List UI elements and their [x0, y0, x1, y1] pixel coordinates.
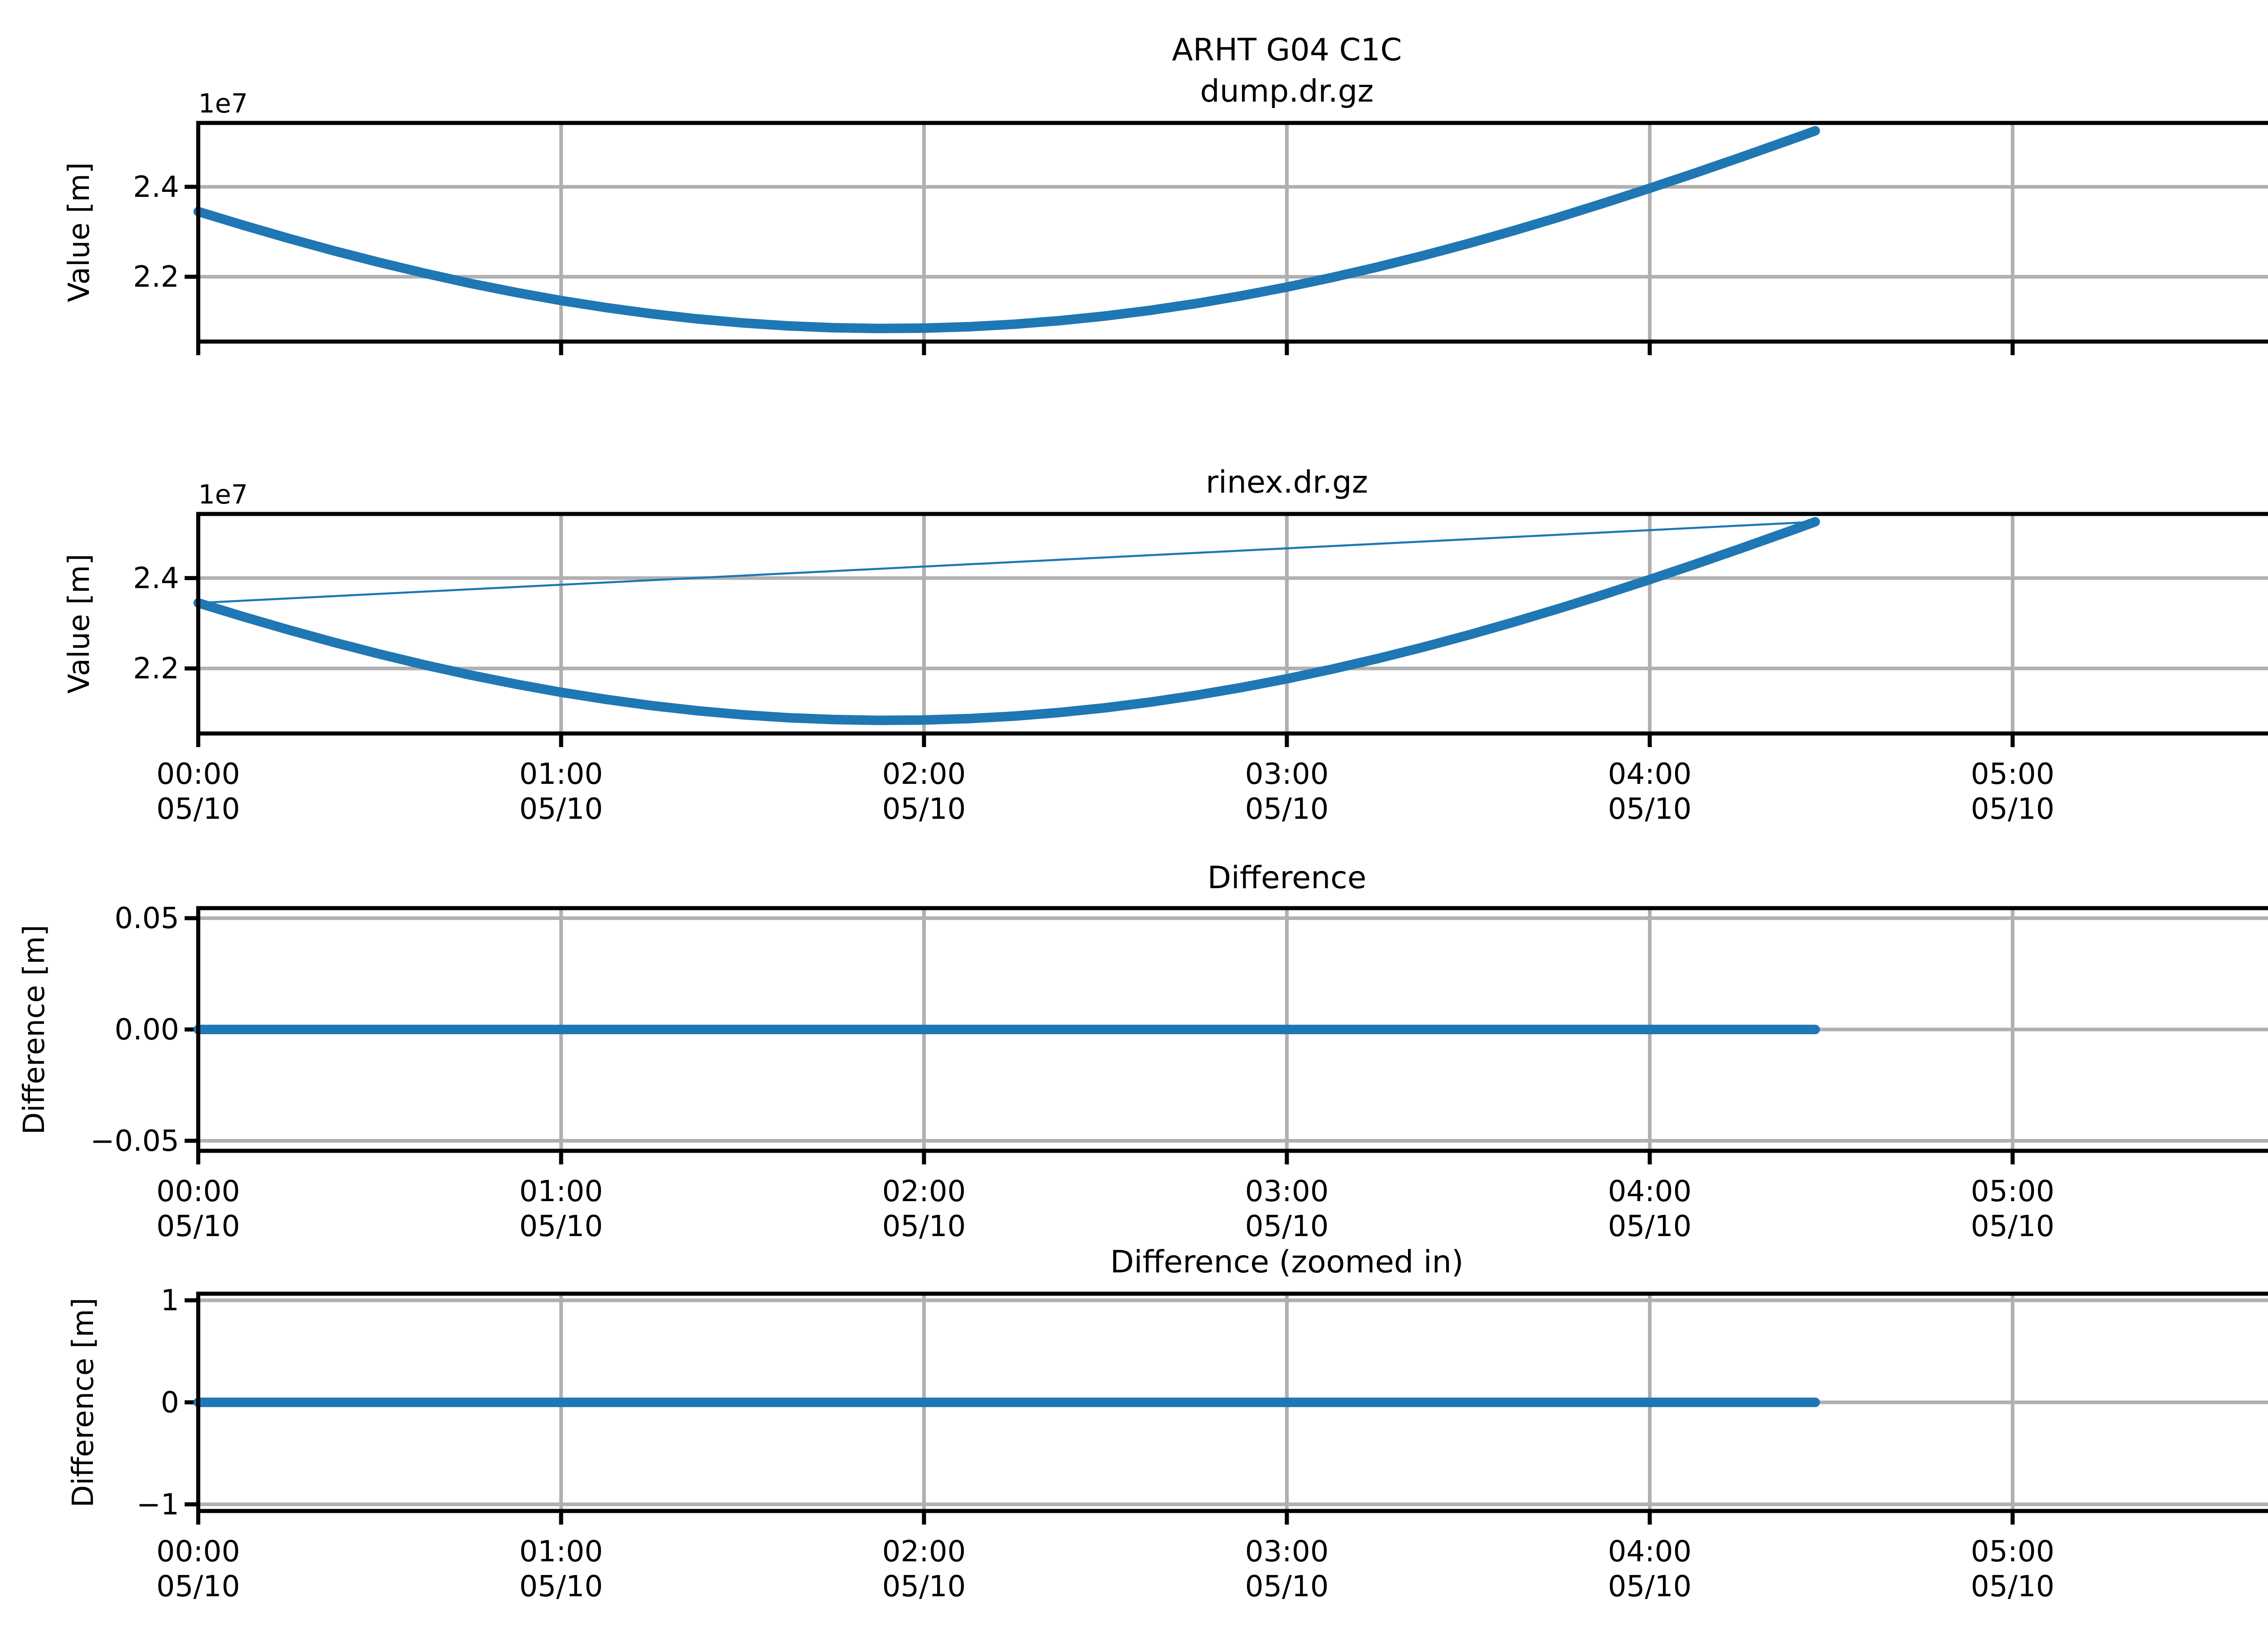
x-tick-label-time: 00:00: [156, 1175, 240, 1208]
subplot-1-plot-area: 2.2 2.4: [133, 121, 2268, 355]
axes-frame: [196, 906, 2268, 1153]
x-tick-label-time: 05:00: [1971, 758, 2054, 791]
x-tick-label-date: 05/10: [519, 1570, 603, 1604]
y-tick-label: 2.4: [133, 562, 179, 595]
x-tick-label-time: 04:00: [1608, 758, 1691, 791]
series-connector-line: [197, 521, 1817, 604]
x-tick-label-date: 05/10: [156, 1570, 240, 1604]
y-tick-label: 0.00: [115, 1013, 180, 1047]
subplot-3-title: Difference: [1207, 860, 1367, 896]
y-tick-label: −1: [137, 1488, 179, 1521]
x-tick-label-date: 05/10: [519, 1210, 603, 1243]
x-tick-label-time: 01:00: [519, 1535, 603, 1569]
subplot-2-offset-text: 1e7: [198, 479, 248, 510]
subplot-1-y-axis-label: Value [m]: [63, 162, 96, 302]
x-tick-label-time: 01:00: [519, 1175, 603, 1208]
figure-suptitle: ARHT G04 C1C: [1172, 32, 1402, 68]
axes-frame: [196, 1291, 2268, 1513]
x-tick-label-date: 05/10: [1971, 1570, 2054, 1604]
x-tick-label-date: 05/10: [1971, 1210, 2054, 1243]
subplot-4-y-axis-label: Difference [m]: [67, 1298, 100, 1508]
x-tick-label-date: 05/10: [156, 792, 240, 826]
x-tick-label-time: 02:00: [882, 758, 966, 791]
y-tick-label: 2.4: [133, 171, 179, 204]
x-tick-label-time: 00:00: [156, 758, 240, 791]
x-tick-label-date: 05/10: [1608, 1570, 1691, 1604]
subplot-2-y-axis-label: Value [m]: [63, 554, 96, 694]
subplot-1-title: dump.dr.gz: [1200, 73, 1374, 109]
x-tick-label-date: 05/10: [1608, 792, 1691, 826]
series-value-line: [193, 126, 1820, 333]
x-tick-label-time: 03:00: [1245, 1175, 1329, 1208]
x-tick-label-time: 00:00: [156, 1535, 240, 1569]
subplot-3-plot-area: 00:0005/1001:0005/1002:0005/1003:0005/10…: [90, 902, 2268, 1243]
y-tick-label: −0.05: [90, 1125, 179, 1158]
y-tick-label: 2.2: [133, 652, 179, 686]
x-tick-label-date: 05/10: [1245, 792, 1329, 826]
x-tick-label-date: 05/10: [1245, 1570, 1329, 1604]
y-tick-label: 1: [161, 1284, 179, 1318]
x-tick-label-date: 05/10: [882, 792, 966, 826]
x-tick-label-date: 05/10: [156, 1210, 240, 1243]
y-tick-label: 0.05: [115, 902, 180, 935]
x-tick-label-time: 01:00: [519, 758, 603, 791]
x-tick-label-time: 05:00: [1971, 1175, 2054, 1208]
x-tick-label-time: 05:00: [1971, 1535, 2054, 1569]
axes-frame: [196, 512, 2268, 736]
subplot-4-title: Difference (zoomed in): [1110, 1244, 1464, 1280]
subplot-3-y-axis-label: Difference [m]: [18, 925, 51, 1135]
x-tick-label-date: 05/10: [1608, 1210, 1691, 1243]
subplot-4-plot-area: 00:0005/1001:0005/1002:0005/1003:0005/10…: [137, 1284, 2268, 1604]
x-tick-label-time: 02:00: [882, 1175, 966, 1208]
series-value-line: [193, 517, 1820, 725]
x-tick-label-date: 05/10: [519, 792, 603, 826]
y-tick-label: 0: [161, 1386, 179, 1420]
axes-frame: [196, 121, 2268, 344]
x-tick-label-date: 05/10: [882, 1570, 966, 1604]
x-tick-label-date: 05/10: [882, 1210, 966, 1243]
x-tick-label-time: 03:00: [1245, 758, 1329, 791]
x-tick-label-date: 05/10: [1971, 792, 2054, 826]
x-tick-label-date: 05/10: [1245, 1210, 1329, 1243]
subplot-2-title: rinex.dr.gz: [1206, 464, 1368, 500]
x-tick-label-time: 03:00: [1245, 1535, 1329, 1569]
x-tick-label-time: 04:00: [1608, 1175, 1691, 1208]
subplot-2-plot-area: 00:0005/1001:0005/1002:0005/1003:0005/10…: [133, 512, 2268, 826]
y-tick-label: 2.2: [133, 260, 179, 294]
x-tick-label-time: 02:00: [882, 1535, 966, 1569]
subplot-1-offset-text: 1e7: [198, 88, 248, 119]
x-tick-label-time: 04:00: [1608, 1535, 1691, 1569]
